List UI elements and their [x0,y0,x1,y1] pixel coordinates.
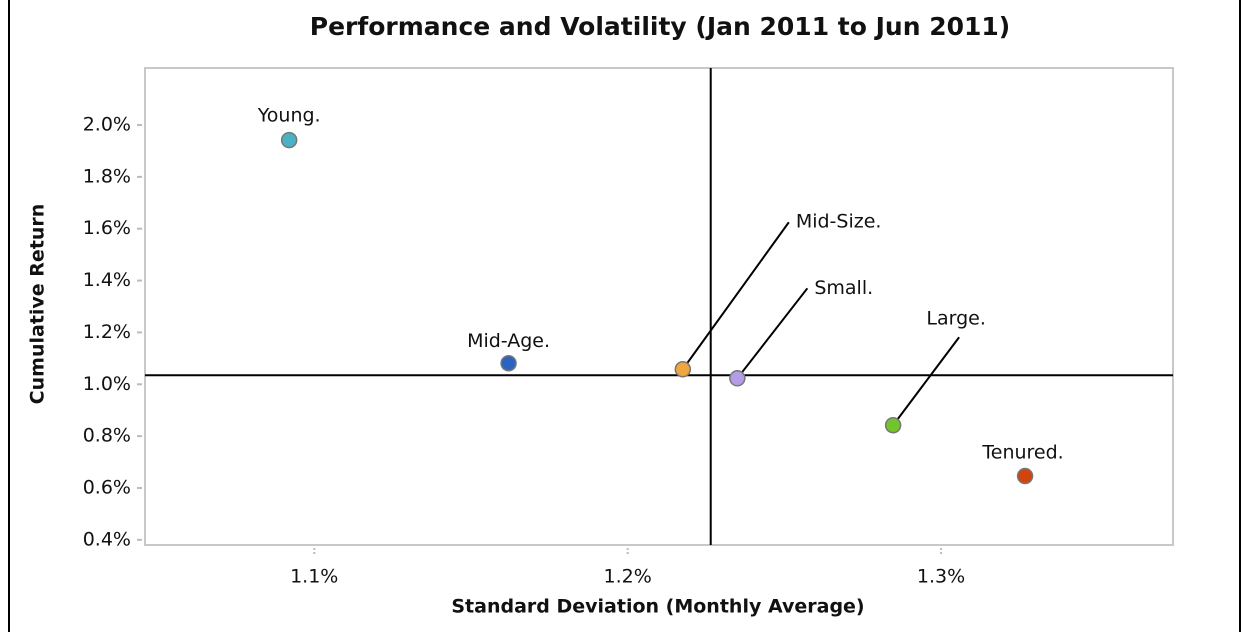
y-tick-label: 1.2% [83,321,131,343]
y-tick-label: 1.4% [83,269,131,291]
x-tick-label: 1.3% [917,566,965,588]
point-label: Large. [926,308,986,330]
leader-line [682,221,790,370]
point-label: Small. [814,277,873,299]
point [729,370,746,387]
leader-line [736,287,809,379]
plot-area [144,67,1174,546]
y-tick-label: 0.6% [83,476,131,498]
y-axis-title: Cumulative Return [27,204,49,405]
point [884,416,902,434]
x-tick-label: 1.1% [290,566,338,588]
y-tick-label: 1.8% [83,165,131,187]
y-tick-label: 2.0% [83,114,131,136]
point [280,131,298,149]
y-tick-label: 1.0% [83,373,131,395]
point-label: Mid-Size. [796,211,882,233]
point-label: Mid-Age. [467,330,550,352]
point [674,360,692,378]
point-label: Tenured. [981,442,1063,464]
frame [8,0,1241,632]
y-tick-label: 0.4% [83,528,131,550]
chart-title: Performance and Volatility (Jan 2011 to … [310,12,1010,41]
point [500,355,517,372]
x-axis-title: Standard Deviation (Monthly Average) [451,596,864,618]
x-tick-label: 1.2% [604,566,652,588]
y-tick-label: 1.6% [83,217,131,239]
point-label: Young. [257,105,321,127]
point [1016,467,1034,485]
leader-line [892,336,960,426]
y-tick-label: 0.8% [83,425,131,447]
